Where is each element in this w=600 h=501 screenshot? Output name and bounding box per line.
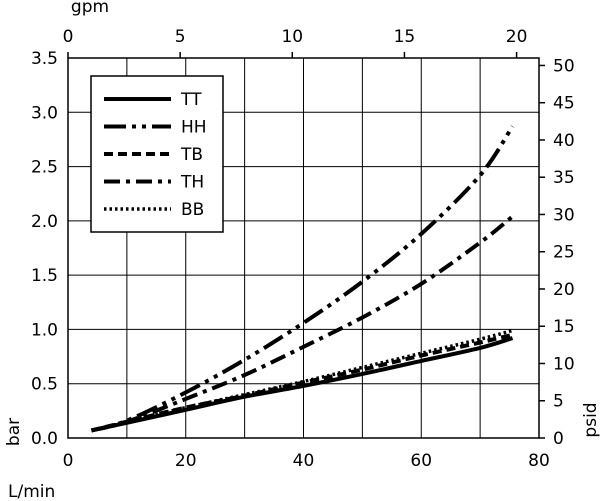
y-tick-label: 1.5 [31,266,58,286]
y2-tick-label: 45 [553,94,575,114]
y-tick-label: 0.0 [31,429,58,449]
y-tick-label: 3.5 [31,49,58,69]
y-tick-label: 1.0 [31,320,58,340]
series-line-tt [91,336,514,433]
y2-tick-label: 20 [553,280,575,300]
series-line-hh [90,125,515,433]
x2-tick-label: 0 [63,27,74,47]
legend: TT HH TB TH BB [90,75,224,233]
legend-label-bb: BB [181,200,204,220]
y2-tick-label: 15 [553,317,575,337]
x-tick-label: 60 [410,451,432,471]
x2-tick-label: 5 [175,27,186,47]
y2-tick-label: 40 [553,131,575,151]
y2-tick-label: 30 [553,205,575,225]
y2-tick-label: 10 [553,354,575,374]
tick-labels: 0 20 40 60 800.00.51.01.52.02.53.03.50 5 10 15 2… [31,27,575,471]
x-tick-label: 80 [528,451,550,471]
series-line-th [91,214,514,433]
x-tick-label: 40 [293,451,315,471]
right-axis-label: psid [581,402,600,437]
plot-border [67,57,540,439]
series-group [90,125,515,433]
x2-tick-label: 15 [394,27,416,47]
legend-label-tt: TT [180,90,202,110]
x2-tick-label: 10 [281,27,303,47]
y-tick-label: 0.5 [31,375,58,395]
y-tick-label: 2.0 [31,212,58,232]
y2-tick-label: 0 [553,429,564,449]
x2-tick-label: 20 [506,27,528,47]
y2-tick-label: 25 [553,243,575,263]
y2-tick-label: 35 [553,168,575,188]
legend-label-hh: HH [181,118,207,138]
legend-label-tb: TB [180,145,203,165]
plot-frame [67,57,540,439]
bottom-axis-label: L/min [8,482,55,501]
x-tick-label: 20 [175,451,197,471]
x-tick-label: 0 [63,451,74,471]
series-line-tb [91,332,513,433]
y2-tick-label: 5 [553,392,564,412]
y-tick-label: 2.5 [31,158,58,178]
left-axis-label: bar [4,418,24,446]
legend-label-th: TH [180,173,204,193]
top-axis-label: gpm [71,0,109,17]
y-tick-label: 3.0 [31,103,58,123]
y2-tick-label: 50 [553,56,575,76]
